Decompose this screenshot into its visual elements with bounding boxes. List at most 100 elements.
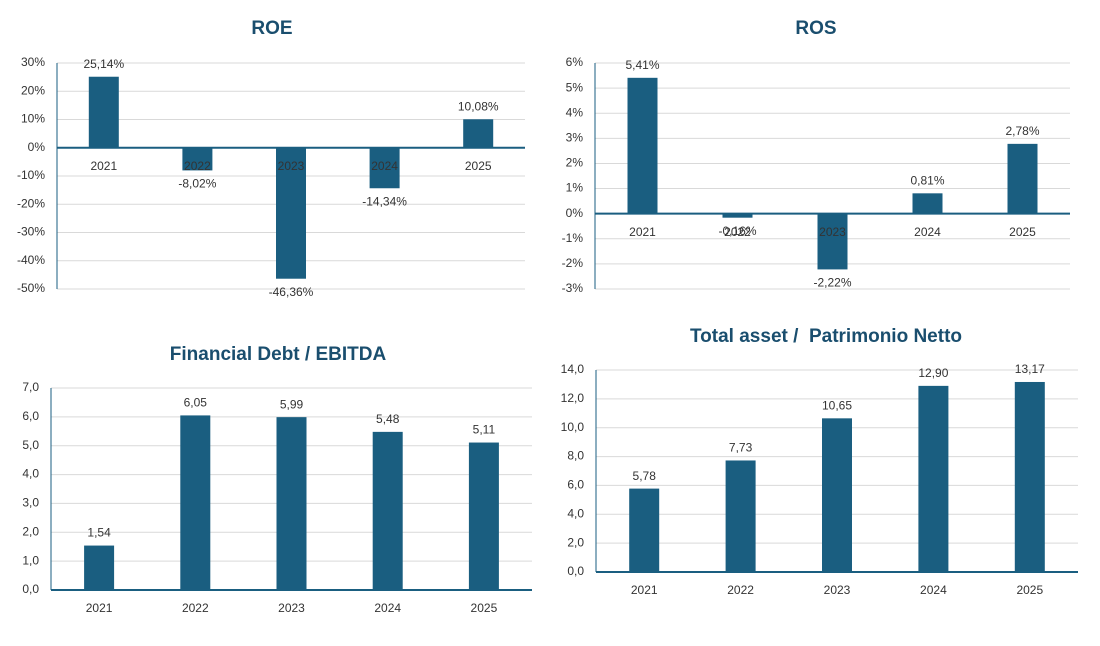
- bar: [918, 385, 949, 572]
- value-label: -0,16%: [718, 224, 756, 238]
- y-tick-label: 10,0: [561, 420, 585, 434]
- y-tick-label: 7,0: [22, 380, 39, 394]
- bar: [468, 442, 499, 590]
- y-tick-label: 6%: [566, 55, 584, 69]
- value-label: 5,11: [473, 423, 496, 437]
- value-label: 2,78%: [1005, 124, 1039, 138]
- y-tick-label: 1%: [566, 181, 584, 195]
- value-label: 12,90: [918, 366, 948, 380]
- y-tick-label: 20%: [21, 83, 45, 97]
- value-label: 6,05: [184, 396, 208, 410]
- value-label: 5,48: [376, 412, 400, 426]
- x-tick-label: 2024: [920, 583, 947, 597]
- y-tick-label: -20%: [17, 196, 45, 210]
- y-tick-label: 0%: [566, 206, 584, 220]
- y-tick-label: 4%: [566, 105, 584, 119]
- x-tick-label: 2024: [374, 601, 401, 615]
- bar: [1014, 381, 1045, 572]
- y-tick-label: -40%: [17, 253, 45, 267]
- y-tick-label: 0%: [28, 140, 46, 154]
- y-tick-label: 5,0: [22, 438, 39, 452]
- value-label: -8,02%: [178, 177, 216, 191]
- x-tick-label: 2022: [182, 601, 209, 615]
- y-tick-label: 2,0: [567, 535, 584, 549]
- x-tick-label: 2025: [1009, 225, 1036, 239]
- x-tick-label: 2021: [90, 159, 117, 173]
- bar: [182, 147, 213, 171]
- y-tick-label: 3,0: [22, 496, 39, 510]
- chart-title: ROE: [251, 18, 292, 39]
- y-tick-label: -1%: [562, 231, 584, 245]
- value-label: 13,17: [1015, 362, 1045, 376]
- x-tick-label: 2022: [727, 583, 754, 597]
- y-tick-label: -10%: [17, 168, 45, 182]
- x-tick-label: 2021: [629, 225, 656, 239]
- y-tick-label: 0,0: [567, 564, 584, 578]
- value-label: -14,34%: [362, 194, 407, 208]
- value-label: 1,54: [87, 526, 111, 540]
- value-label: 25,14%: [83, 57, 124, 71]
- y-tick-label: 30%: [21, 55, 45, 69]
- y-tick-label: -2%: [562, 256, 584, 270]
- x-tick-label: 2022: [184, 159, 211, 173]
- chart-title: Financial Debt / EBITDA: [170, 344, 387, 365]
- chart-title: ROS: [795, 18, 836, 39]
- bar: [276, 417, 307, 590]
- x-tick-label: 2025: [465, 159, 492, 173]
- x-tick-label: 2023: [278, 601, 305, 615]
- bar: [372, 431, 403, 590]
- value-label: 5,99: [280, 397, 304, 411]
- y-tick-label: 10%: [21, 112, 45, 126]
- y-tick-label: 5%: [566, 80, 584, 94]
- x-tick-label: 2025: [471, 601, 498, 615]
- x-tick-label: 2023: [278, 159, 305, 173]
- bar: [84, 545, 115, 590]
- chart-title: Total asset / Patrimonio Netto: [690, 326, 962, 347]
- value-label: 10,08%: [458, 99, 499, 113]
- bar: [722, 213, 753, 218]
- y-tick-label: 6,0: [22, 409, 39, 423]
- value-label: 0,81%: [910, 173, 944, 187]
- bar: [1007, 143, 1038, 214]
- y-tick-label: -30%: [17, 225, 45, 239]
- value-label: 10,65: [822, 399, 852, 413]
- x-tick-label: 2023: [819, 225, 846, 239]
- value-label: 7,73: [729, 441, 753, 455]
- bar: [822, 418, 852, 572]
- y-tick-label: -50%: [17, 281, 45, 295]
- bar: [88, 76, 119, 148]
- bar: [276, 147, 306, 279]
- y-tick-label: 14,0: [561, 362, 585, 376]
- x-tick-label: 2025: [1016, 583, 1043, 597]
- value-label: 5,41%: [625, 58, 659, 72]
- bar: [725, 460, 756, 572]
- value-label: 5,78: [633, 469, 657, 483]
- y-tick-label: 12,0: [561, 391, 585, 405]
- y-tick-label: 4,0: [567, 506, 584, 520]
- y-tick-label: 1,0: [22, 553, 39, 567]
- y-tick-label: 0,0: [22, 582, 39, 596]
- x-tick-label: 2024: [371, 159, 398, 173]
- y-tick-label: 4,0: [22, 467, 39, 481]
- bar: [463, 119, 494, 148]
- x-tick-label: 2022: [724, 225, 751, 239]
- bar: [180, 415, 211, 590]
- y-tick-label: 3%: [566, 131, 584, 145]
- x-tick-label: 2021: [86, 601, 113, 615]
- y-tick-label: 2,0: [22, 524, 39, 538]
- bar: [629, 488, 660, 572]
- value-label: -46,36%: [269, 285, 314, 299]
- y-tick-label: -3%: [562, 281, 584, 295]
- bar: [912, 193, 943, 214]
- x-tick-label: 2023: [824, 583, 851, 597]
- x-tick-label: 2024: [914, 225, 941, 239]
- y-tick-label: 2%: [566, 156, 584, 170]
- bar: [817, 213, 848, 270]
- value-label: -2,22%: [813, 276, 851, 290]
- y-tick-label: 6,0: [567, 478, 584, 492]
- bar: [369, 147, 400, 189]
- y-tick-label: 8,0: [567, 449, 584, 463]
- bar: [627, 77, 658, 214]
- x-tick-label: 2021: [631, 583, 658, 597]
